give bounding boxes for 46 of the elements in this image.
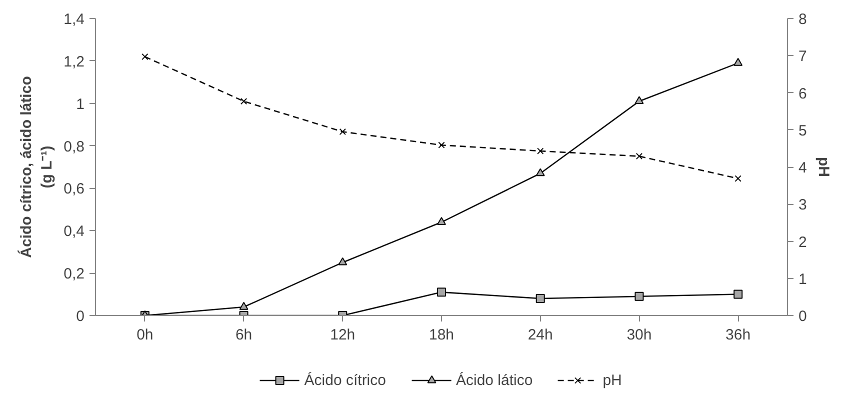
point xyxy=(437,217,446,225)
y2-tick-label: 3 xyxy=(798,196,807,214)
point xyxy=(240,98,248,105)
y2-tick-label: 0 xyxy=(798,308,807,325)
point xyxy=(636,152,643,160)
y2-tick-label: 6 xyxy=(798,85,807,102)
y-tick-label: 0 xyxy=(76,308,84,325)
point xyxy=(437,288,446,297)
point xyxy=(536,294,545,304)
y2-tick-label: 2 xyxy=(798,234,807,251)
y-tick-label: 1,2 xyxy=(64,53,85,70)
y2-tick-label: 7 xyxy=(798,48,807,66)
x-tick-label: 24h xyxy=(528,326,553,344)
y2-axis-title: pH xyxy=(814,157,832,177)
x-tick-label: 0h xyxy=(136,326,154,344)
point xyxy=(239,302,248,310)
y2-tick-label: 8 xyxy=(798,11,807,28)
point xyxy=(438,142,445,148)
x-tick-label: 18h xyxy=(428,326,454,344)
y2-tick-label: 1 xyxy=(798,270,807,288)
x-tick-label: 6h xyxy=(235,326,252,344)
point xyxy=(338,257,348,266)
y-tick-label: 0,2 xyxy=(64,266,85,283)
point xyxy=(634,292,644,301)
legend-label: Ácido lático xyxy=(456,372,533,388)
x-tick-label: 12h xyxy=(330,326,356,344)
y2-tick-label: 4 xyxy=(798,160,807,176)
y-axis-title: Ácido cítrico, ácido lático (g L⁻¹) xyxy=(17,76,56,258)
point xyxy=(734,175,742,182)
y-tick-label: 1,4 xyxy=(64,11,85,28)
point xyxy=(734,58,743,66)
point xyxy=(537,148,544,154)
y-tick-label: 1 xyxy=(76,96,84,113)
y-tick-label: 0,8 xyxy=(64,138,85,156)
legend-label: pH xyxy=(602,372,623,388)
x-tick-label: 36h xyxy=(726,326,751,344)
legend-label: Ácido cítrico xyxy=(304,372,386,388)
x-tick-label: 30h xyxy=(626,326,652,344)
point xyxy=(734,290,743,299)
point xyxy=(142,53,148,60)
y-tick-label: 0,4 xyxy=(64,223,85,240)
point xyxy=(536,168,545,176)
point xyxy=(634,96,644,104)
point xyxy=(339,128,346,136)
y-tick-label: 0,6 xyxy=(64,180,85,198)
y2-tick-label: 5 xyxy=(798,122,807,140)
